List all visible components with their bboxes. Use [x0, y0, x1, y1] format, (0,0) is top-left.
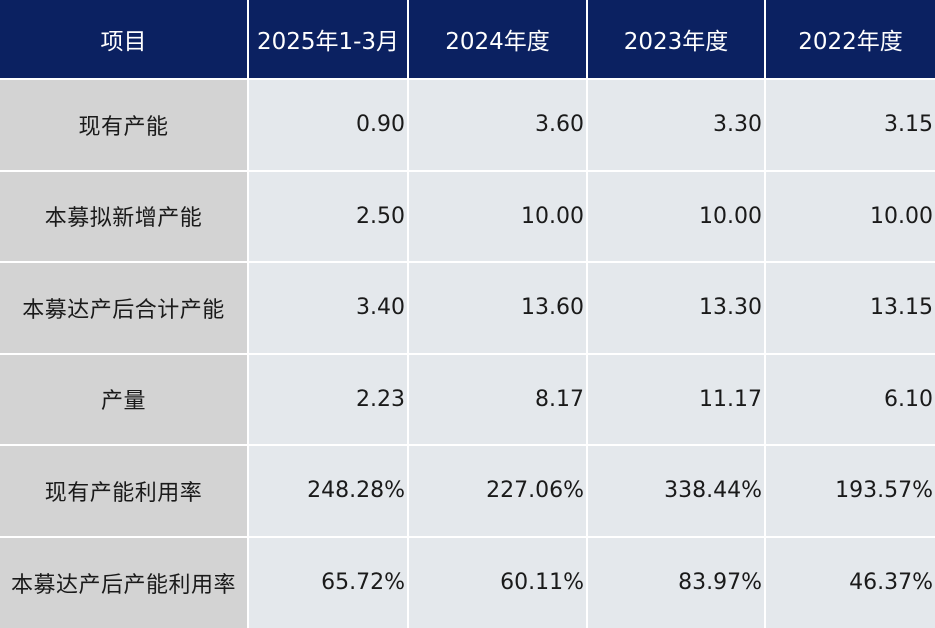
table-cell: 3.15 — [764, 78, 935, 172]
header-2023: 2023年度 — [586, 0, 766, 80]
row-label: 现有产能 — [0, 78, 249, 172]
table-cell: 13.60 — [407, 261, 588, 355]
header-item: 项目 — [0, 0, 249, 80]
table-cell: 11.17 — [586, 352, 766, 446]
table-cell: 8.17 — [407, 352, 588, 446]
table-cell: 13.30 — [586, 261, 766, 355]
row-label: 现有产能利用率 — [0, 444, 249, 538]
table-cell: 10.00 — [407, 169, 588, 263]
table-row: 现有产能利用率 248.28% 227.06% 338.44% 193.57% — [0, 444, 935, 538]
table-cell: 10.00 — [586, 169, 766, 263]
table-row: 产量 2.23 8.17 11.17 6.10 — [0, 352, 935, 446]
header-2025-q1: 2025年1-3月 — [247, 0, 409, 80]
header-2022: 2022年度 — [764, 0, 935, 80]
table-cell: 60.11% — [407, 535, 588, 628]
table-cell: 3.40 — [247, 261, 409, 355]
table-cell: 227.06% — [407, 444, 588, 538]
table-cell: 46.37% — [764, 535, 935, 628]
header-row: 项目 2025年1-3月 2024年度 2023年度 2022年度 — [0, 0, 935, 80]
table-cell: 248.28% — [247, 444, 409, 538]
table-cell: 3.60 — [407, 78, 588, 172]
table-cell: 13.15 — [764, 261, 935, 355]
table-row: 本募拟新增产能 2.50 10.00 10.00 10.00 — [0, 169, 935, 263]
table-cell: 6.10 — [764, 352, 935, 446]
table-cell: 3.30 — [586, 78, 766, 172]
row-label: 本募达产后产能利用率 — [0, 535, 249, 628]
row-label: 本募达产后合计产能 — [0, 261, 249, 355]
table-cell: 193.57% — [764, 444, 935, 538]
table-cell: 10.00 — [764, 169, 935, 263]
table-row: 本募达产后合计产能 3.40 13.60 13.30 13.15 — [0, 261, 935, 355]
table-cell: 2.50 — [247, 169, 409, 263]
table-cell: 65.72% — [247, 535, 409, 628]
header-2024: 2024年度 — [407, 0, 588, 80]
row-label: 本募拟新增产能 — [0, 169, 249, 263]
table-cell: 338.44% — [586, 444, 766, 538]
row-label: 产量 — [0, 352, 249, 446]
table-row: 本募达产后产能利用率 65.72% 60.11% 83.97% 46.37% — [0, 535, 935, 628]
table-cell: 2.23 — [247, 352, 409, 446]
table-cell: 83.97% — [586, 535, 766, 628]
table-cell: 0.90 — [247, 78, 409, 172]
table-row: 现有产能 0.90 3.60 3.30 3.15 — [0, 78, 935, 172]
